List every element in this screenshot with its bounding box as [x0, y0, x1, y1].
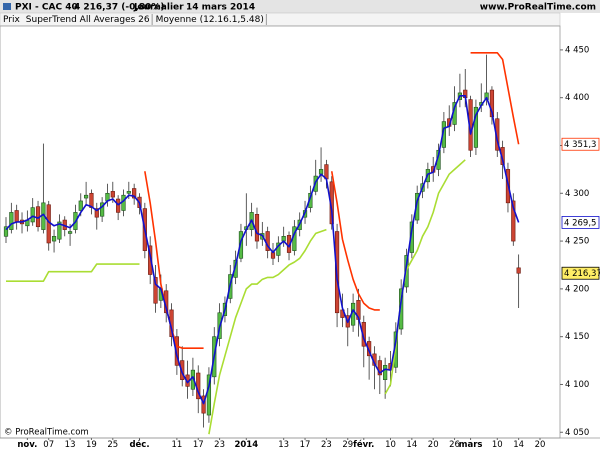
x-tick-label: 19: [86, 440, 97, 450]
candle-body: [254, 214, 260, 242]
indicator-line: [470, 51, 520, 145]
value-tag: [561, 266, 600, 280]
candle-body: [511, 200, 516, 242]
x-tick-label: 17: [300, 440, 311, 450]
y-tick-label: 4 250: [565, 237, 589, 247]
candle-body: [148, 245, 153, 275]
value-tag: [561, 137, 600, 151]
date: 14 mars 2014: [186, 3, 255, 13]
header-bar: [0, 0, 600, 13]
candle-body: [57, 221, 62, 240]
candle-body: [116, 198, 121, 213]
value-tag-label: 4 351,3: [564, 140, 596, 150]
indicator-line: [5, 94, 520, 405]
x-tick-label: 10: [385, 440, 396, 450]
candle-body: [153, 277, 158, 304]
x-tick-label: 14: [406, 440, 417, 450]
candle-body: [180, 360, 185, 380]
x-tick-label: déc.: [129, 439, 149, 450]
x-tick-label: 23: [214, 440, 225, 450]
candle-body: [94, 208, 99, 218]
value-tag: [561, 216, 600, 229]
y-tick-label: 4 450: [565, 45, 589, 55]
candle-body: [67, 231, 73, 234]
candle-body: [473, 106, 479, 148]
candle-body: [132, 188, 137, 199]
candle-body: [270, 252, 276, 259]
candle-body: [383, 365, 388, 380]
x-tick-label: 25: [107, 440, 118, 450]
candle-body: [46, 204, 51, 244]
x-tick-label: 14: [513, 440, 524, 450]
x-tick-label: 23: [321, 440, 332, 450]
indicator-line: [6, 263, 140, 283]
x-tick-label: mars: [459, 440, 483, 450]
indicator-line: [208, 228, 327, 435]
x-tick-label: 13: [278, 440, 289, 450]
y-tick-label: 4 050: [565, 428, 589, 438]
chart-title: PXI - CAC 40: [15, 3, 78, 13]
candle-body: [9, 212, 14, 230]
x-tick-label: 29: [342, 440, 353, 450]
candle-body: [51, 236, 57, 242]
x-tick-label: 20: [535, 440, 546, 450]
candle-body: [126, 191, 131, 194]
x-tick-label: 13: [65, 440, 76, 450]
legend-entry: SuperTrend All Averages 26: [26, 15, 150, 25]
x-tick-label: 07: [43, 440, 54, 450]
x-tick-label: 20: [428, 440, 439, 450]
y-tick-label: 4 150: [565, 332, 589, 342]
candle-body: [377, 360, 382, 376]
source: www.ProRealTime.com: [480, 3, 596, 13]
value-tag-label: 4 216,37: [564, 269, 600, 279]
candle-body: [30, 207, 35, 223]
plot-area: [0, 25, 561, 439]
candle-body: [489, 89, 495, 118]
candle-body: [238, 231, 244, 259]
candle-body: [201, 395, 206, 414]
copyright: © ProRealTime.com: [4, 428, 89, 438]
header-icon: [3, 3, 11, 10]
candle-body: [516, 267, 521, 274]
x-tick-label: nov.: [17, 440, 37, 450]
candle-body: [3, 226, 9, 237]
candle-body: [174, 336, 179, 366]
value-tag-label: 4 269,5: [564, 218, 596, 228]
candle-body: [206, 374, 212, 416]
chart-subtitle: 4 216,37 (-0,80%): [74, 3, 164, 13]
indicator-line: [144, 171, 204, 349]
candle-body: [84, 194, 89, 199]
period: Journalier: [133, 3, 184, 13]
candle-body: [78, 200, 83, 211]
x-tick-label: 10: [492, 440, 503, 450]
x-tick-label: 26: [449, 440, 460, 450]
candle-body: [14, 210, 19, 223]
legend-label: Prix: [3, 15, 20, 25]
y-tick-label: 4 200: [565, 284, 589, 294]
x-tick-label: 17: [193, 440, 204, 450]
x-tick-label: févr.: [353, 439, 374, 450]
x-tick-label: 2014: [234, 440, 258, 450]
legend-entry: Moyenne (12.16.1,5.48): [156, 15, 264, 25]
candle-body: [121, 194, 126, 211]
y-tick-label: 4 400: [565, 93, 589, 103]
candle-body: [110, 191, 115, 198]
candle-body: [100, 202, 105, 217]
x-tick-label: 11: [171, 440, 182, 450]
indicator-line: [330, 171, 380, 311]
y-tick-label: 4 100: [565, 380, 589, 390]
y-tick-label: 4 300: [565, 189, 589, 199]
